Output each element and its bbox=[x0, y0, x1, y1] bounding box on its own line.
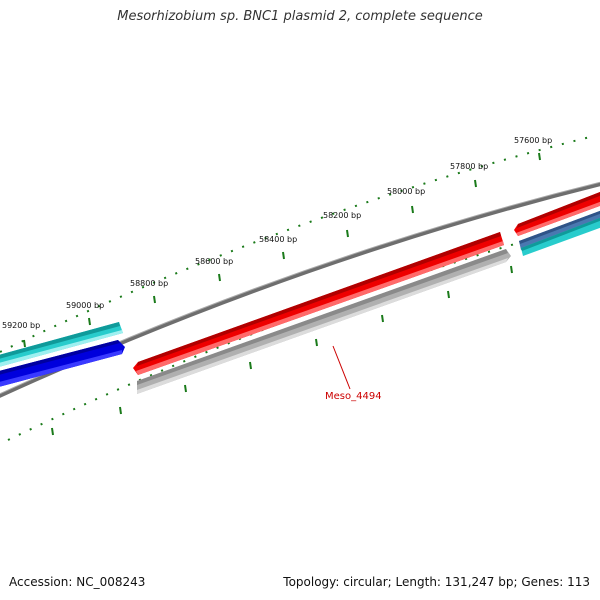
outer-major-ticks bbox=[23, 152, 541, 348]
scale-label: 59200 bp bbox=[2, 321, 40, 330]
gene-label-meso-4494[interactable]: Meso_4494 bbox=[325, 391, 382, 402]
plasmid-backbone-highlight bbox=[0, 181, 600, 395]
gene-red-right[interactable] bbox=[514, 190, 600, 236]
scale-label: 57600 bp bbox=[514, 136, 552, 145]
scale-label: 58000 bp bbox=[387, 187, 425, 196]
map-title: Mesorhizobium sp. BNC1 plasmid 2, comple… bbox=[117, 9, 483, 24]
scale-label: 57800 bp bbox=[450, 162, 488, 171]
scale-labels: 57600 bp 57800 bp 58000 bp 58200 bp 5840… bbox=[2, 136, 552, 330]
outer-tick-ring bbox=[0, 136, 591, 353]
gene-blue-left[interactable] bbox=[0, 340, 125, 388]
gene-red-main[interactable] bbox=[133, 232, 504, 375]
topology-text: Topology: circular; Length: 131,247 bp; … bbox=[283, 575, 590, 589]
gene-steelblue-right[interactable] bbox=[519, 209, 600, 250]
accession-text: Accession: NC_008243 bbox=[9, 575, 146, 589]
scale-label: 58800 bp bbox=[130, 279, 168, 288]
scale-label: 58600 bp bbox=[195, 257, 233, 266]
scale-label: 58400 bp bbox=[259, 235, 297, 244]
scale-label: 58200 bp bbox=[323, 211, 361, 220]
gene-cyan-right[interactable] bbox=[521, 216, 600, 256]
scale-label: 59000 bp bbox=[66, 301, 104, 310]
gene-gray-main[interactable] bbox=[137, 249, 511, 394]
gene-cyan-left[interactable] bbox=[0, 322, 123, 368]
inner-major-ticks bbox=[51, 265, 513, 436]
gene-label-leader bbox=[332, 345, 351, 390]
plasmid-backbone bbox=[0, 182, 600, 398]
